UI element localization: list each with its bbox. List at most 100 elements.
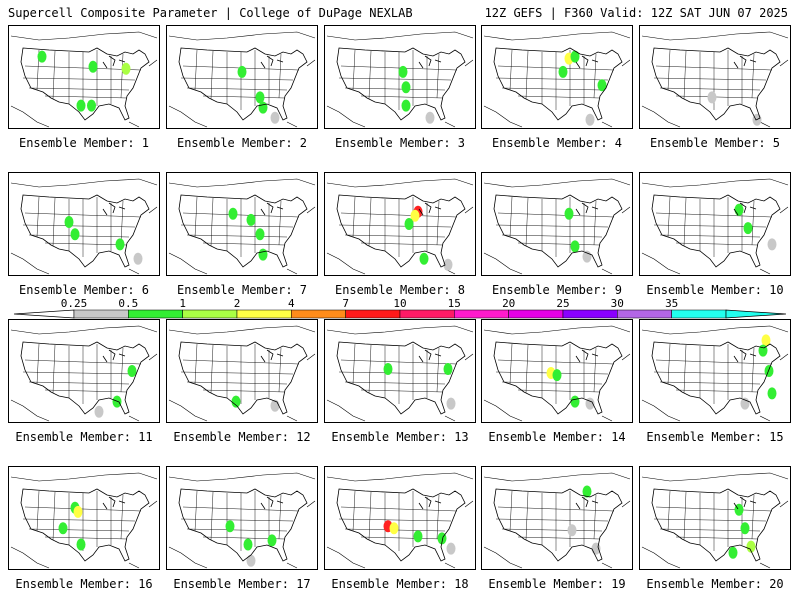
member-number: 5 xyxy=(772,136,781,150)
scp-shaded-area xyxy=(73,505,83,518)
us-outline xyxy=(178,194,308,268)
member-number: 2 xyxy=(299,136,308,150)
coastline xyxy=(641,31,789,128)
ensemble-map-panel xyxy=(639,172,791,276)
us-map xyxy=(10,31,158,128)
colorbar-segment xyxy=(291,309,346,319)
scp-shaded-area xyxy=(246,554,256,567)
great-lakes xyxy=(108,496,116,508)
state-border xyxy=(44,95,128,99)
member-number: 12 xyxy=(296,430,311,444)
great-lakes xyxy=(575,208,581,216)
state-border xyxy=(338,77,452,81)
great-lakes xyxy=(102,502,108,510)
us-map xyxy=(483,325,631,422)
us-outline xyxy=(20,194,150,268)
great-lakes xyxy=(733,208,739,216)
us-map xyxy=(326,178,474,275)
ensemble-member-label: Ensemble Member: 11 xyxy=(4,430,164,444)
member-number: 1 xyxy=(141,136,150,150)
scp-shaded-area xyxy=(740,397,750,410)
great-lakes xyxy=(434,206,442,210)
scp-shaded-area xyxy=(64,216,74,228)
ensemble-member-label: Ensemble Member: 19 xyxy=(477,577,637,591)
scp-shaded-area xyxy=(231,395,241,408)
coastline xyxy=(10,472,158,569)
member-prefix: Ensemble Member: xyxy=(173,577,297,591)
scp-shaded-area xyxy=(767,238,777,251)
ensemble-map-panel xyxy=(8,466,160,570)
great-lakes xyxy=(118,500,126,504)
state-border xyxy=(655,65,773,71)
colorbar-tick-label: 30 xyxy=(611,297,624,310)
scp-shaded-area xyxy=(133,252,143,265)
state-border xyxy=(525,197,529,247)
us-map xyxy=(168,31,316,128)
member-prefix: Ensemble Member: xyxy=(646,283,770,297)
scp-shaded-area xyxy=(243,538,253,551)
coastline xyxy=(483,31,631,128)
state-border xyxy=(22,371,136,375)
scp-shaded-area xyxy=(582,250,592,263)
state-border xyxy=(501,381,603,385)
scp-shaded-area xyxy=(413,530,423,543)
state-border xyxy=(497,506,615,512)
state-border xyxy=(52,50,56,100)
ensemble-map-panel xyxy=(481,466,633,570)
us-outline xyxy=(20,341,150,415)
coastline xyxy=(10,31,158,128)
state-border xyxy=(180,371,294,375)
great-lakes xyxy=(424,202,432,214)
member-prefix: Ensemble Member: xyxy=(15,430,139,444)
us-map xyxy=(10,178,158,275)
state-border xyxy=(368,491,372,541)
scp-shaded-area xyxy=(570,395,580,408)
state-border xyxy=(186,381,288,385)
member-prefix: Ensemble Member: xyxy=(18,283,142,297)
state-border xyxy=(52,197,56,247)
colorbar-segment xyxy=(128,309,183,319)
ensemble-map-panel xyxy=(166,172,318,276)
state-border xyxy=(52,491,56,541)
great-lakes xyxy=(575,61,581,69)
great-lakes xyxy=(418,355,424,363)
member-number: 10 xyxy=(769,283,784,297)
state-border xyxy=(517,95,601,99)
colorbar-tick-label: 25 xyxy=(556,297,569,310)
us-map xyxy=(641,31,789,128)
state-border xyxy=(368,344,372,394)
state-border xyxy=(501,234,603,238)
us-outline xyxy=(336,47,466,121)
state-border xyxy=(655,506,773,512)
us-map xyxy=(168,472,316,569)
state-border xyxy=(28,87,130,91)
state-border xyxy=(28,528,130,532)
us-outline xyxy=(178,47,308,121)
coastline xyxy=(168,325,316,422)
state-border xyxy=(24,212,142,218)
state-border xyxy=(186,87,288,91)
scp-shaded-area xyxy=(764,365,774,377)
member-number: 18 xyxy=(454,577,469,591)
great-lakes xyxy=(108,349,116,361)
member-number: 15 xyxy=(769,430,784,444)
colorbar-segment xyxy=(508,309,564,319)
scp-shaded-area xyxy=(115,238,125,251)
us-map xyxy=(326,325,474,422)
state-border xyxy=(352,196,356,238)
member-number: 9 xyxy=(614,283,623,297)
ensemble-member-label: Ensemble Member: 14 xyxy=(477,430,637,444)
colorbar-segment xyxy=(236,309,292,319)
scp-shaded-area xyxy=(410,209,420,222)
member-prefix: Ensemble Member: xyxy=(15,577,139,591)
us-map xyxy=(326,472,474,569)
state-border xyxy=(659,87,761,91)
scp-shaded-area xyxy=(570,240,580,253)
state-border xyxy=(517,536,601,540)
ensemble-map-panel xyxy=(481,25,633,129)
great-lakes xyxy=(739,349,747,361)
coastline xyxy=(641,472,789,569)
state-border xyxy=(338,371,452,375)
state-border xyxy=(340,212,458,218)
scp-shaded-area xyxy=(404,218,414,230)
